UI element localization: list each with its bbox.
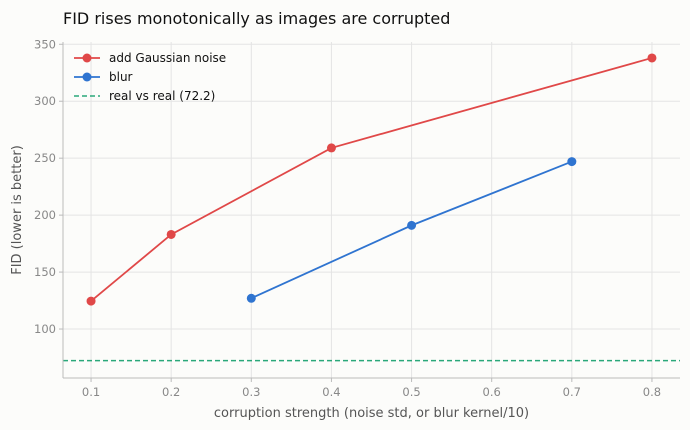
data-point-add-gaussian-noise [326, 143, 336, 153]
x-tick-label: 0.6 [483, 385, 501, 399]
legend-entry-label: real vs real (72.2) [109, 89, 215, 103]
x-tick-label: 0.3 [242, 385, 260, 399]
legend: add Gaussian noise blur real vs real (72.2… [74, 51, 226, 103]
x-tick-label: 0.7 [563, 385, 581, 399]
data-point-add-gaussian-noise [166, 229, 176, 239]
y-tick-label: 300 [34, 94, 56, 108]
grid [63, 42, 680, 378]
legend-swatch-marker [82, 53, 92, 63]
data-point-add-gaussian-noise [647, 53, 657, 63]
x-axis-label: corruption strength (noise std, or blur … [214, 406, 529, 421]
data-point-blur [567, 157, 577, 167]
y-tick-label: 250 [34, 151, 56, 165]
legend-swatch-marker [82, 72, 92, 82]
chart-title: FID rises monotonically as images are co… [63, 9, 450, 28]
x-tick-label: 0.8 [643, 385, 661, 399]
legend-entry-label: blur [109, 70, 133, 84]
data-point-blur [246, 293, 256, 303]
series-line-add-gaussian-noise [90, 57, 653, 302]
series-layer [86, 53, 657, 306]
axes-spines [62, 42, 680, 379]
y-tick-label: 200 [34, 208, 56, 222]
x-tick-label: 0.2 [162, 385, 180, 399]
y-axis-label: FID (lower is better) [10, 145, 25, 275]
x-tick-label: 0.5 [402, 385, 420, 399]
data-point-add-gaussian-noise [86, 296, 96, 306]
x-tick-label: 0.4 [322, 385, 340, 399]
y-tick-label: 150 [34, 265, 56, 279]
tick-labels: 0.1 0.2 0.3 0.4 0.5 0.6 0.7 0.8 100 150 200 250 300 3… [34, 37, 661, 399]
x-tick-label: 0.1 [82, 385, 100, 399]
y-tick-label: 350 [34, 37, 56, 51]
legend-entry-label: add Gaussian noise [109, 51, 226, 65]
y-tick-label: 100 [34, 322, 56, 336]
data-point-blur [407, 220, 417, 230]
